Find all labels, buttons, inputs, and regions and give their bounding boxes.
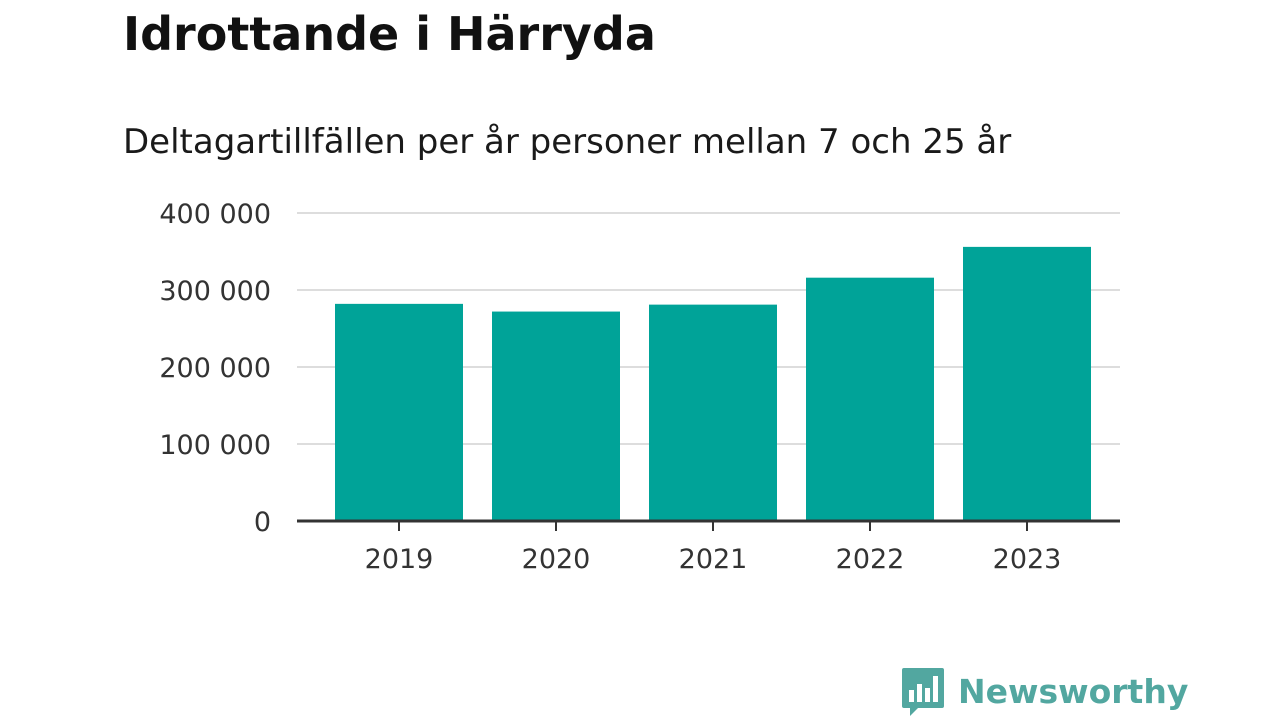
x-tick-label: 2021 — [679, 544, 748, 575]
y-tick-label: 100 000 — [159, 430, 271, 461]
x-tick-label: 2022 — [836, 544, 905, 575]
chart-title: Idrottande i Härryda — [123, 7, 656, 61]
newsworthy-logo[interactable]: Newsworthy — [902, 668, 1188, 716]
x-axis-tick-labels: 2019 2020 2021 2022 2023 — [365, 544, 1062, 575]
y-axis-tick-labels: 0 100 000 200 000 300 000 400 000 — [159, 199, 271, 538]
y-tick-label: 0 — [254, 507, 271, 538]
chart-subtitle: Deltagartillfällen per år personer mella… — [123, 122, 1012, 162]
y-tick-label: 300 000 — [159, 276, 271, 307]
x-tick-label: 2019 — [365, 544, 434, 575]
bars — [335, 246, 1091, 521]
bar — [649, 304, 777, 521]
newsworthy-logo-icon — [902, 668, 944, 716]
x-tick-label: 2020 — [522, 544, 591, 575]
x-tick-label: 2023 — [993, 544, 1062, 575]
y-tick-label: 200 000 — [159, 353, 271, 384]
bar — [806, 277, 934, 521]
bar — [335, 303, 463, 521]
brand-name: Newsworthy — [958, 672, 1189, 711]
bar — [963, 246, 1091, 521]
y-tick-label: 400 000 — [159, 199, 271, 230]
x-axis — [297, 519, 1120, 531]
bar — [492, 311, 620, 521]
